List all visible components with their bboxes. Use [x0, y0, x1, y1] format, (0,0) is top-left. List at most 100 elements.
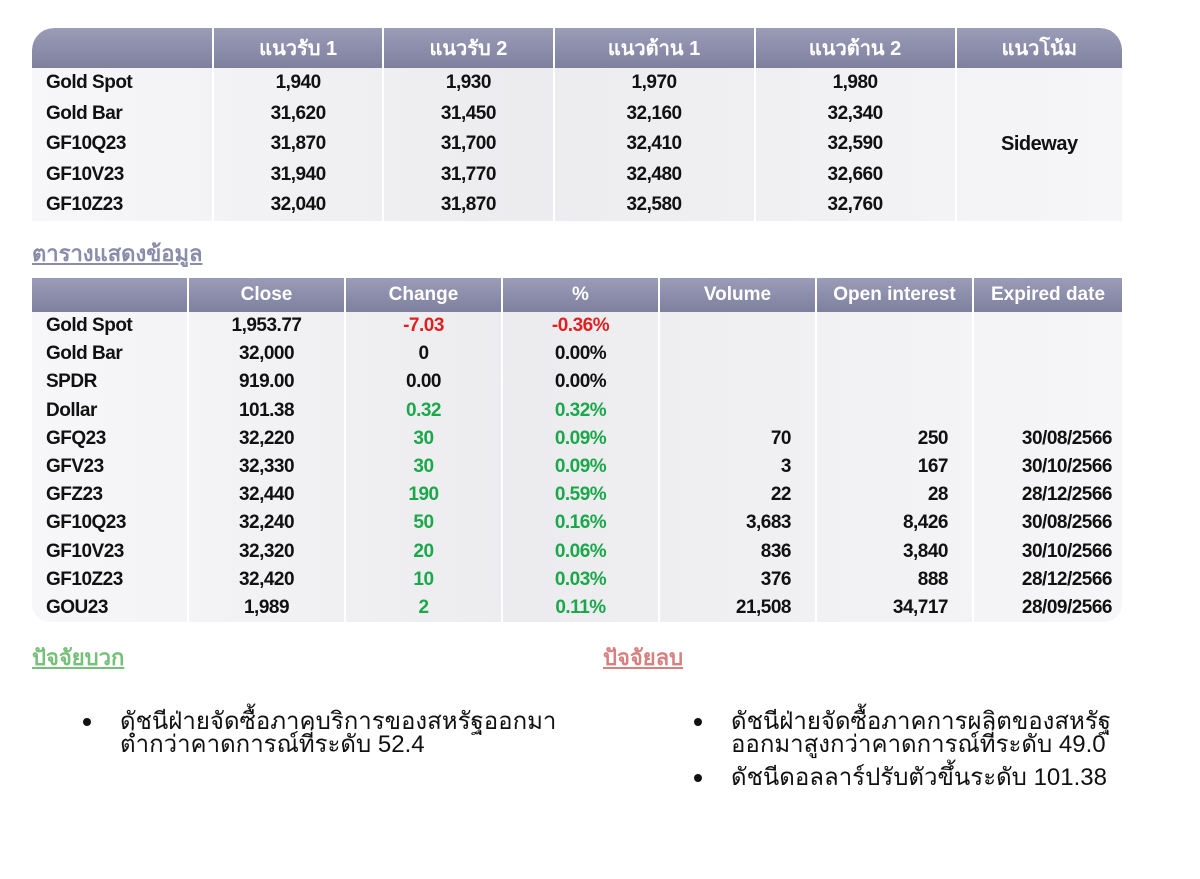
factor-text: ดัชนีดอลลาร์ปรับตัวขึ้นระดับ 101.38 — [731, 764, 1107, 791]
support-1: 31,620 — [212, 98, 382, 129]
volume-value: 21,508 — [658, 593, 815, 623]
support-table-header-row: แนวรับ 1 แนวรับ 2 แนวต้าน 1 แนวต้าน 2 แน… — [32, 28, 1122, 68]
header-open-interest: Open interest — [815, 278, 972, 312]
header-percent: % — [501, 278, 658, 312]
volume-value — [658, 396, 815, 425]
header-volume: Volume — [658, 278, 815, 312]
expired-date-value: 28/09/2566 — [972, 593, 1122, 623]
change-value: 30 — [344, 452, 501, 482]
close-value: 919.00 — [187, 368, 344, 397]
header-trend: แนวโน้ม — [954, 28, 1122, 68]
table-row: Gold Bar 32,000 0 0.00% — [32, 340, 1122, 369]
negative-factors-list: ดัชนีฝ่ายจัดซื้อภาคการผลิตของสหรัฐออกมาส… — [694, 710, 1114, 799]
change-value: 2 — [344, 593, 501, 623]
data-table-heading: ตารางแสดงข้อมูล — [32, 241, 203, 266]
volume-value: 22 — [658, 481, 815, 510]
table-row: Gold Spot 1,940 1,930 1,970 1,980 Sidewa… — [32, 68, 1122, 221]
bullet-icon — [83, 718, 91, 726]
resistance-2: 32,660 — [753, 159, 955, 190]
close-value: 32,320 — [187, 537, 344, 566]
open-interest-value: 3,840 — [815, 537, 972, 566]
close-value: 32,440 — [187, 481, 344, 510]
expired-date-value — [972, 340, 1122, 369]
expired-date-value — [972, 368, 1122, 397]
resistance-1: 1,970 — [552, 68, 754, 99]
instrument-name: SPDR — [46, 371, 97, 393]
instrument-name: Dollar — [46, 399, 97, 421]
volume-value: 70 — [658, 424, 815, 453]
open-interest-value — [815, 340, 972, 369]
resistance-2: 32,760 — [753, 190, 955, 221]
bullet-icon — [694, 718, 702, 726]
support-resistance-table: แนวรับ 1 แนวรับ 2 แนวต้าน 1 แนวต้าน 2 แน… — [32, 28, 1122, 221]
close-value: 1,953.77 — [187, 312, 344, 341]
open-interest-value — [815, 396, 972, 425]
expired-date-value: 30/10/2566 — [972, 452, 1122, 482]
market-data-table: Close Change % Volume Open interest Expi… — [32, 278, 1122, 623]
resistance-1: 32,410 — [552, 129, 754, 160]
percent-value: 0.09% — [501, 452, 658, 482]
instrument-name: GF10V23 — [46, 163, 124, 185]
expired-date-value: 28/12/2566 — [972, 565, 1122, 594]
volume-value — [658, 312, 815, 341]
table-row: SPDR 919.00 0.00 0.00% — [32, 368, 1122, 397]
instrument-name: GFZ23 — [46, 484, 103, 506]
instrument-name: Gold Spot — [46, 72, 133, 94]
volume-value — [658, 340, 815, 369]
instrument-name: GOU23 — [46, 596, 108, 618]
expired-date-value — [972, 312, 1122, 341]
market-table-header-row: Close Change % Volume Open interest Expi… — [32, 278, 1122, 312]
change-value: 10 — [344, 565, 501, 594]
header-blank — [32, 28, 212, 68]
positive-factors-list: ดัชนีฝ่ายจัดซื้อภาคบริการของสหรัฐออกมาต่… — [83, 710, 563, 766]
instrument-name: GF10V23 — [46, 540, 124, 562]
close-value: 32,420 — [187, 565, 344, 594]
percent-value: 0.00% — [501, 368, 658, 397]
resistance-1: 32,160 — [552, 98, 754, 129]
change-value: 20 — [344, 537, 501, 566]
list-item: ดัชนีฝ่ายจัดซื้อภาคบริการของสหรัฐออกมาต่… — [83, 710, 563, 757]
factor-text: ดัชนีฝ่ายจัดซื้อภาคการผลิตของสหรัฐออกมาส… — [731, 708, 1111, 758]
table-row: GF10Z23 32,040 31,870 32,580 32,760 — [32, 190, 1122, 221]
close-value: 101.38 — [187, 396, 344, 425]
header-resistance-2: แนวต้าน 2 — [753, 28, 955, 68]
open-interest-value: 8,426 — [815, 509, 972, 538]
instrument-name: GF10Q23 — [46, 133, 126, 155]
close-value: 32,240 — [187, 509, 344, 538]
trend-value: Sideway — [954, 68, 1122, 221]
instrument-name: GFV23 — [46, 456, 104, 478]
open-interest-value: 28 — [815, 481, 972, 510]
volume-value: 3 — [658, 452, 815, 482]
header-close: Close — [187, 278, 344, 312]
instrument-name: Gold Spot — [46, 315, 133, 337]
open-interest-value: 250 — [815, 424, 972, 453]
negative-factors-heading: ปัจจัยลบ — [603, 645, 684, 670]
volume-value: 376 — [658, 565, 815, 594]
resistance-1: 32,480 — [552, 159, 754, 190]
table-row: Gold Spot 1,953.77 -7.03 -0.36% — [32, 312, 1122, 341]
table-row: GFZ23 32,440 190 0.59% 22 28 28/12/2566 — [32, 481, 1122, 510]
instrument-name: GFQ23 — [46, 427, 106, 449]
volume-value: 836 — [658, 537, 815, 566]
support-1: 1,940 — [212, 68, 382, 99]
percent-value: 0.32% — [501, 396, 658, 425]
percent-value: 0.16% — [501, 509, 658, 538]
bullet-icon — [694, 774, 702, 782]
list-item: ดัชนีฝ่ายจัดซื้อภาคการผลิตของสหรัฐออกมาส… — [694, 708, 1114, 758]
change-value: -7.03 — [344, 312, 501, 341]
support-1: 31,870 — [212, 129, 382, 160]
percent-value: 0.11% — [501, 593, 658, 623]
header-change: Change — [344, 278, 501, 312]
support-2: 1,930 — [382, 68, 552, 99]
support-2: 31,700 — [382, 129, 552, 160]
resistance-2: 32,340 — [753, 98, 955, 129]
header-resistance-1: แนวต้าน 1 — [552, 28, 754, 68]
percent-value: 0.59% — [501, 481, 658, 510]
open-interest-value: 167 — [815, 452, 972, 482]
header-blank — [32, 278, 187, 312]
table-row: GF10Q23 31,870 31,700 32,410 32,590 — [32, 129, 1122, 160]
change-value: 0 — [344, 340, 501, 369]
support-1: 31,940 — [212, 159, 382, 190]
table-row: Gold Bar 31,620 31,450 32,160 32,340 — [32, 98, 1122, 129]
header-support-1: แนวรับ 1 — [212, 28, 383, 68]
